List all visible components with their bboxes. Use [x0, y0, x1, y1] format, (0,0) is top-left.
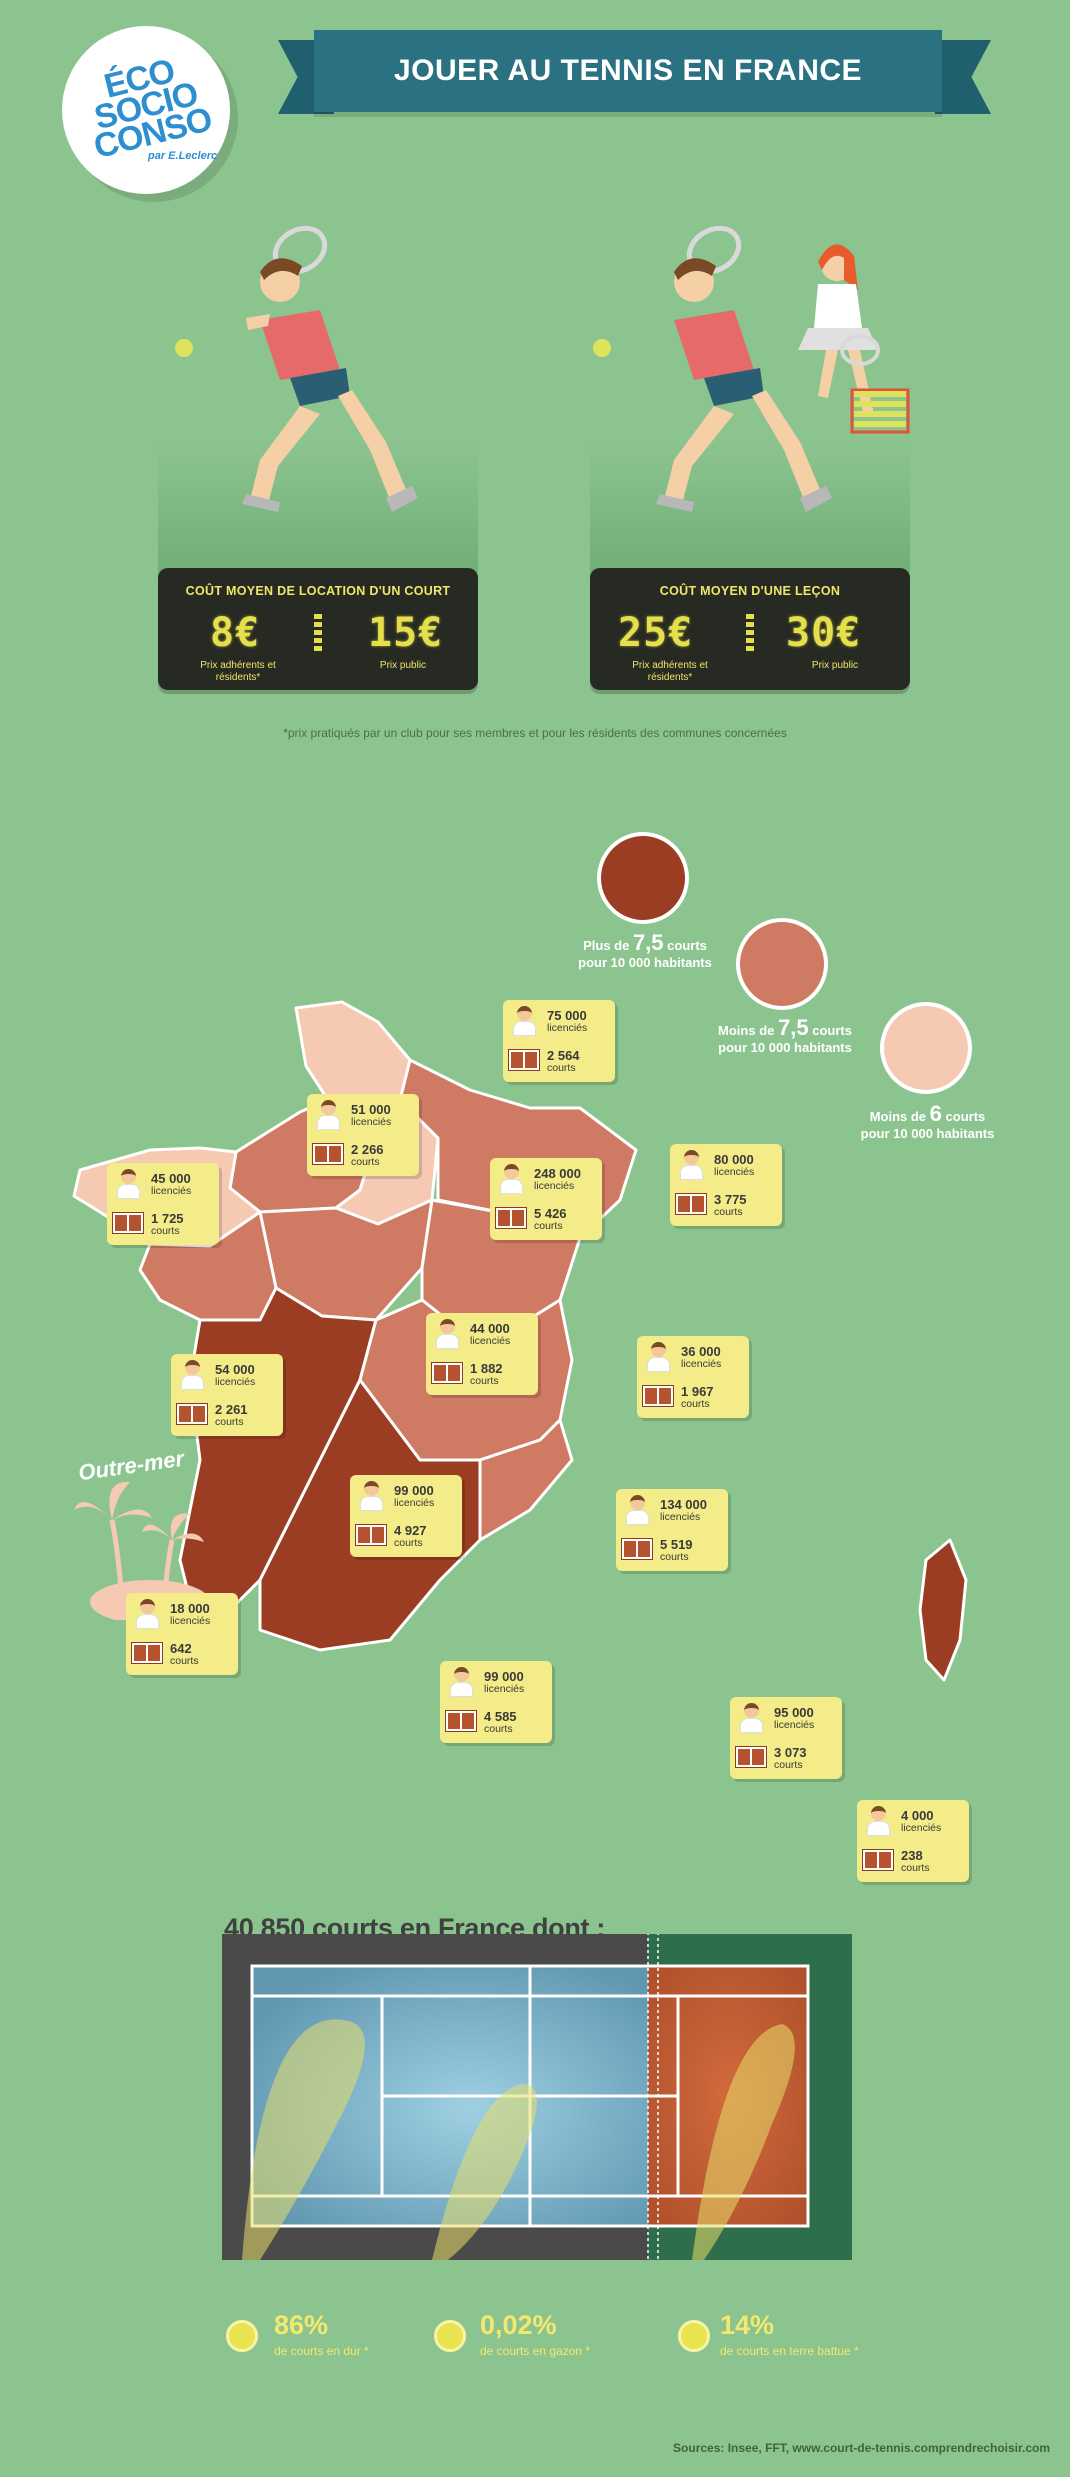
region-card-paca: 95 000 licenciés 3 073 courts — [730, 1697, 842, 1779]
court-icon — [735, 1746, 767, 1768]
region-card-bourgogne: 36 000 licenciés 1 967 courts — [637, 1336, 749, 1418]
player-icon — [134, 1599, 160, 1629]
court-rental-title: COÛT MOYEN DE LOCATION D'UN COURT — [185, 584, 451, 598]
court-icon — [508, 1049, 540, 1071]
legend-text-mid: Moins de 7,5 courts pour 10 000 habitant… — [718, 1015, 852, 1056]
player-icon — [678, 1150, 704, 1180]
court-icon — [355, 1524, 387, 1546]
court-icon — [131, 1642, 163, 1664]
tennis-ball-icon-grass — [434, 2320, 466, 2352]
region-card-pays-de-la-loire: 54 000 licenciés 2 261 courts — [171, 1354, 283, 1436]
stage-right — [590, 440, 910, 580]
eco-socio-conso-logo: ÉCO SOCIO CONSO par E.Leclerc — [62, 26, 230, 194]
scoreboard-divider-2 — [746, 614, 754, 652]
tennis-ball-icon — [175, 339, 193, 357]
legend-text-dark: Plus de 7,5 courts pour 10 000 habitants — [578, 930, 712, 971]
court-icon — [495, 1207, 527, 1229]
lesson-title: COÛT MOYEN D'UNE LEÇON — [659, 584, 841, 598]
region-card-outremer: 18 000 licenciés 642 courts — [126, 1593, 238, 1675]
tennis-ball-icon-hard — [226, 2320, 258, 2352]
court-icon — [445, 1710, 477, 1732]
court-rental-public-price: 15€ — [368, 610, 444, 656]
region-card-centre: 44 000 licenciés 1 882 courts — [426, 1313, 538, 1395]
court-rental-scoreboard: COÛT MOYEN DE LOCATION D'UN COURT 8€ 15€… — [158, 568, 478, 690]
player-icon — [434, 1319, 460, 1349]
court-icon — [621, 1538, 653, 1560]
legend-text-light: Moins de 6 courts pour 10 000 habitants — [860, 1101, 995, 1142]
court-icon — [312, 1143, 344, 1165]
region-card-bretagne: 45 000 licenciés 1 725 courts — [107, 1163, 219, 1245]
court-rental-member-price: 8€ — [210, 610, 261, 656]
lesson-member-price: 25€ — [618, 610, 694, 656]
hard-court-percent: 86% — [274, 2310, 329, 2340]
court-rental-member-label: Prix adhérents et résidents* — [200, 660, 276, 683]
logo-sub: par E.Leclerc — [148, 150, 218, 162]
clay-court-percent: 14% — [720, 2310, 775, 2340]
lesson-member-label: Prix adhérents et résidents* — [632, 660, 708, 683]
region-card-grand-est: 80 000 licenciés 3 775 courts — [670, 1144, 782, 1226]
lesson-public-label: Prix public — [811, 660, 859, 671]
france-map — [72, 1000, 968, 1682]
tennis-court-illustration — [222, 1934, 852, 2260]
region-card-hauts-de-france: 75 000 licenciés 2 564 courts — [503, 1000, 615, 1082]
player-icon — [738, 1703, 764, 1733]
sources: Sources: Insee, FFT, www.court-de-tennis… — [673, 2441, 1050, 2455]
tennis-player-illustration-left — [175, 225, 418, 512]
lesson-scoreboard: COÛT MOYEN D'UNE LEÇON 25€ 30€ Prix adhé… — [590, 568, 910, 690]
title-banner: JOUER AU TENNIS EN FRANCE — [314, 30, 942, 112]
player-icon — [115, 1169, 141, 1199]
court-icon — [176, 1403, 208, 1425]
clay-court-label: de courts en terre battue * — [720, 2344, 859, 2358]
region-card-corse: 4 000 licenciés 238 courts — [857, 1800, 969, 1882]
hard-court-label: de courts en dur * — [274, 2344, 369, 2358]
legend-circle-mid — [736, 918, 828, 1010]
lesson-public-price: 30€ — [786, 610, 862, 656]
region-card-nouvelle-aquitaine: 99 000 licenciés 4 927 courts — [350, 1475, 462, 1557]
region-card-auvergne-rhone-alpes: 134 000 licenciés 5 519 courts — [616, 1489, 728, 1571]
court-icon — [675, 1193, 707, 1215]
player-icon — [358, 1481, 384, 1511]
tennis-ball-icon-2 — [593, 339, 611, 357]
court-icon — [112, 1212, 144, 1234]
legend-circle-dark — [597, 832, 689, 924]
player-icon — [498, 1164, 524, 1194]
grass-court-percent: 0,02% — [480, 2310, 557, 2340]
page-title: JOUER AU TENNIS EN FRANCE — [393, 54, 863, 87]
player-icon — [448, 1667, 474, 1697]
legend-circle-light — [880, 1002, 972, 1094]
region-card-ile-de-france: 248 000 licenciés 5 426 courts — [490, 1158, 602, 1240]
tennis-players-illustration-right — [593, 225, 910, 512]
player-icon — [511, 1006, 537, 1036]
stage-left — [158, 440, 478, 580]
player-icon — [315, 1100, 341, 1130]
region-provence-alpes — [478, 1418, 574, 1542]
banner-tail-right — [935, 40, 991, 114]
player-icon — [624, 1495, 650, 1525]
player-icon — [865, 1806, 891, 1836]
player-icon — [179, 1360, 205, 1390]
player-icon — [645, 1342, 671, 1372]
tennis-ball-icon-clay — [678, 2320, 710, 2352]
region-corse — [918, 1538, 968, 1682]
region-card-normandie: 51 000 licenciés 2 266 courts — [307, 1094, 419, 1176]
court-icon — [862, 1849, 894, 1871]
scoreboard-divider — [314, 614, 322, 652]
court-icon — [642, 1385, 674, 1407]
region-card-occitanie: 99 000 licenciés 4 585 courts — [440, 1661, 552, 1743]
grass-court-label: de courts en gazon * — [480, 2344, 591, 2358]
court-rental-public-label: Prix public — [379, 660, 427, 671]
footnote: *prix pratiqués par un club pour ses mem… — [283, 726, 787, 740]
court-icon — [431, 1362, 463, 1384]
